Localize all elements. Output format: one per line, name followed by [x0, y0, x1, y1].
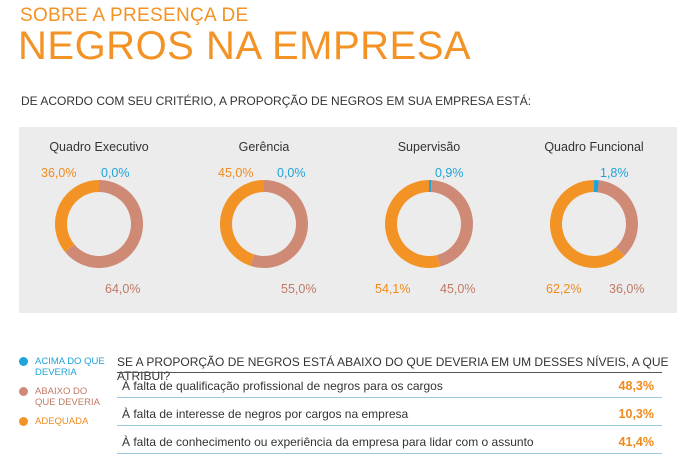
legend: ACIMA DO QUE DEVERIA ABAIXO DO QUE DEVER… [19, 356, 109, 435]
donut-title: Quadro Executivo [49, 140, 149, 154]
legend-dot-acima-icon [19, 357, 28, 366]
slice-abaixo [65, 180, 143, 268]
donut-title: Gerência [238, 140, 290, 154]
page-title: NEGROS NA EMPRESA [18, 24, 472, 68]
label-abaixo: 36,0% [609, 282, 645, 296]
question-text: DE ACORDO COM SEU CRITÉRIO, A PROPORÇÃO … [21, 94, 532, 108]
label-acima: 0,9% [435, 166, 464, 180]
label-acima: 1,8% [600, 166, 629, 180]
donut-block-supervisao: Supervisão 0,9% 54,1% 45,0% [349, 127, 509, 313]
donut-chart-supervisao [385, 180, 473, 268]
legend-dot-abaixo-icon [19, 387, 28, 396]
legend-item-adequada: ADEQUADA [19, 416, 109, 427]
legend-label: ACIMA DO QUE DEVERIA [35, 356, 105, 378]
slice-abaixo [430, 180, 473, 267]
divider [117, 372, 662, 373]
row-label: À falta de qualificação profissional de … [122, 379, 443, 393]
table-row: À falta de interesse de negros por cargo… [117, 401, 662, 426]
legend-label: ABAIXO DO QUE DEVERIA [35, 386, 100, 408]
donut-chart-gerencia [220, 180, 308, 268]
row-label: À falta de interesse de negros por cargo… [122, 407, 409, 421]
slice-abaixo [597, 180, 638, 256]
donut-block-funcional: Quadro Funcional 1,8% 62,2% 36,0% [514, 127, 674, 313]
legend-item-abaixo: ABAIXO DO QUE DEVERIA [19, 386, 109, 408]
label-acima: 0,0% [101, 166, 130, 180]
legend-dot-adequada-icon [19, 417, 28, 426]
donut-panel: Quadro Executivo 36,0% 0,0% 64,0% Gerênc… [19, 127, 677, 313]
row-value: 10,3% [618, 407, 654, 421]
donut-title: Supervisão [397, 140, 461, 154]
label-adequada: 45,0% [218, 166, 254, 180]
label-acima: 0,0% [277, 166, 306, 180]
label-adequada: 62,2% [546, 282, 582, 296]
donut-chart-executivo [55, 180, 143, 268]
table-row: À falta de conhecimento ou experiência d… [117, 429, 662, 454]
slice-adequada [55, 180, 99, 253]
label-adequada: 36,0% [41, 166, 77, 180]
row-value: 41,4% [618, 435, 654, 449]
title-small: SOBRE A PRESENÇA DE [20, 5, 249, 26]
slice-acima [429, 180, 432, 193]
slice-abaixo [250, 180, 308, 268]
row-value: 48,3% [618, 379, 654, 393]
slice-acima [594, 180, 599, 193]
label-abaixo: 45,0% [440, 282, 476, 296]
slice-adequada [385, 180, 441, 268]
donut-block-executivo: Quadro Executivo 36,0% 0,0% 64,0% [19, 127, 179, 313]
legend-label: ADEQUADA [35, 416, 89, 427]
donut-chart-funcional [550, 180, 638, 268]
legend-item-acima: ACIMA DO QUE DEVERIA [19, 356, 109, 378]
donut-block-gerencia: Gerência 45,0% 0,0% 55,0% [184, 127, 344, 313]
label-abaixo: 64,0% [105, 282, 141, 296]
row-label: À falta de conhecimento ou experiência d… [122, 435, 534, 449]
donut-title: Quadro Funcional [544, 140, 644, 154]
table-row: À falta de qualificação profissional de … [117, 373, 662, 398]
label-abaixo: 55,0% [281, 282, 317, 296]
slice-adequada [550, 180, 625, 268]
label-adequada: 54,1% [375, 282, 411, 296]
slice-adequada [220, 180, 264, 266]
